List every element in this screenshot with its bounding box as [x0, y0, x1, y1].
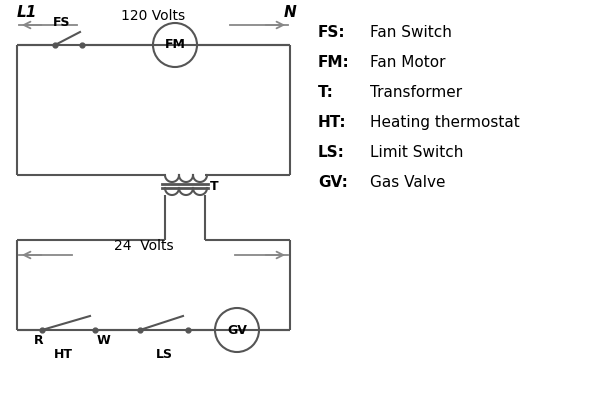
Text: T:: T:	[318, 85, 334, 100]
Text: N: N	[284, 5, 296, 20]
Text: LS: LS	[156, 348, 172, 361]
Text: R: R	[34, 334, 44, 347]
Text: Transformer: Transformer	[370, 85, 462, 100]
Text: FM: FM	[165, 38, 185, 52]
Text: GV:: GV:	[318, 175, 348, 190]
Text: W: W	[97, 334, 111, 347]
Text: Limit Switch: Limit Switch	[370, 145, 463, 160]
Text: Gas Valve: Gas Valve	[370, 175, 445, 190]
Text: GV: GV	[227, 324, 247, 336]
Text: HT:: HT:	[318, 115, 347, 130]
Text: LS:: LS:	[318, 145, 345, 160]
Text: T: T	[210, 180, 219, 192]
Text: Fan Switch: Fan Switch	[370, 25, 452, 40]
Text: FS:: FS:	[318, 25, 346, 40]
Text: Heating thermostat: Heating thermostat	[370, 115, 520, 130]
Text: HT: HT	[54, 348, 73, 361]
Text: 24  Volts: 24 Volts	[114, 239, 173, 253]
Text: FM:: FM:	[318, 55, 350, 70]
Text: FS: FS	[53, 16, 70, 29]
Text: Fan Motor: Fan Motor	[370, 55, 445, 70]
Text: 120 Volts: 120 Volts	[122, 9, 186, 23]
Text: L1: L1	[17, 5, 37, 20]
